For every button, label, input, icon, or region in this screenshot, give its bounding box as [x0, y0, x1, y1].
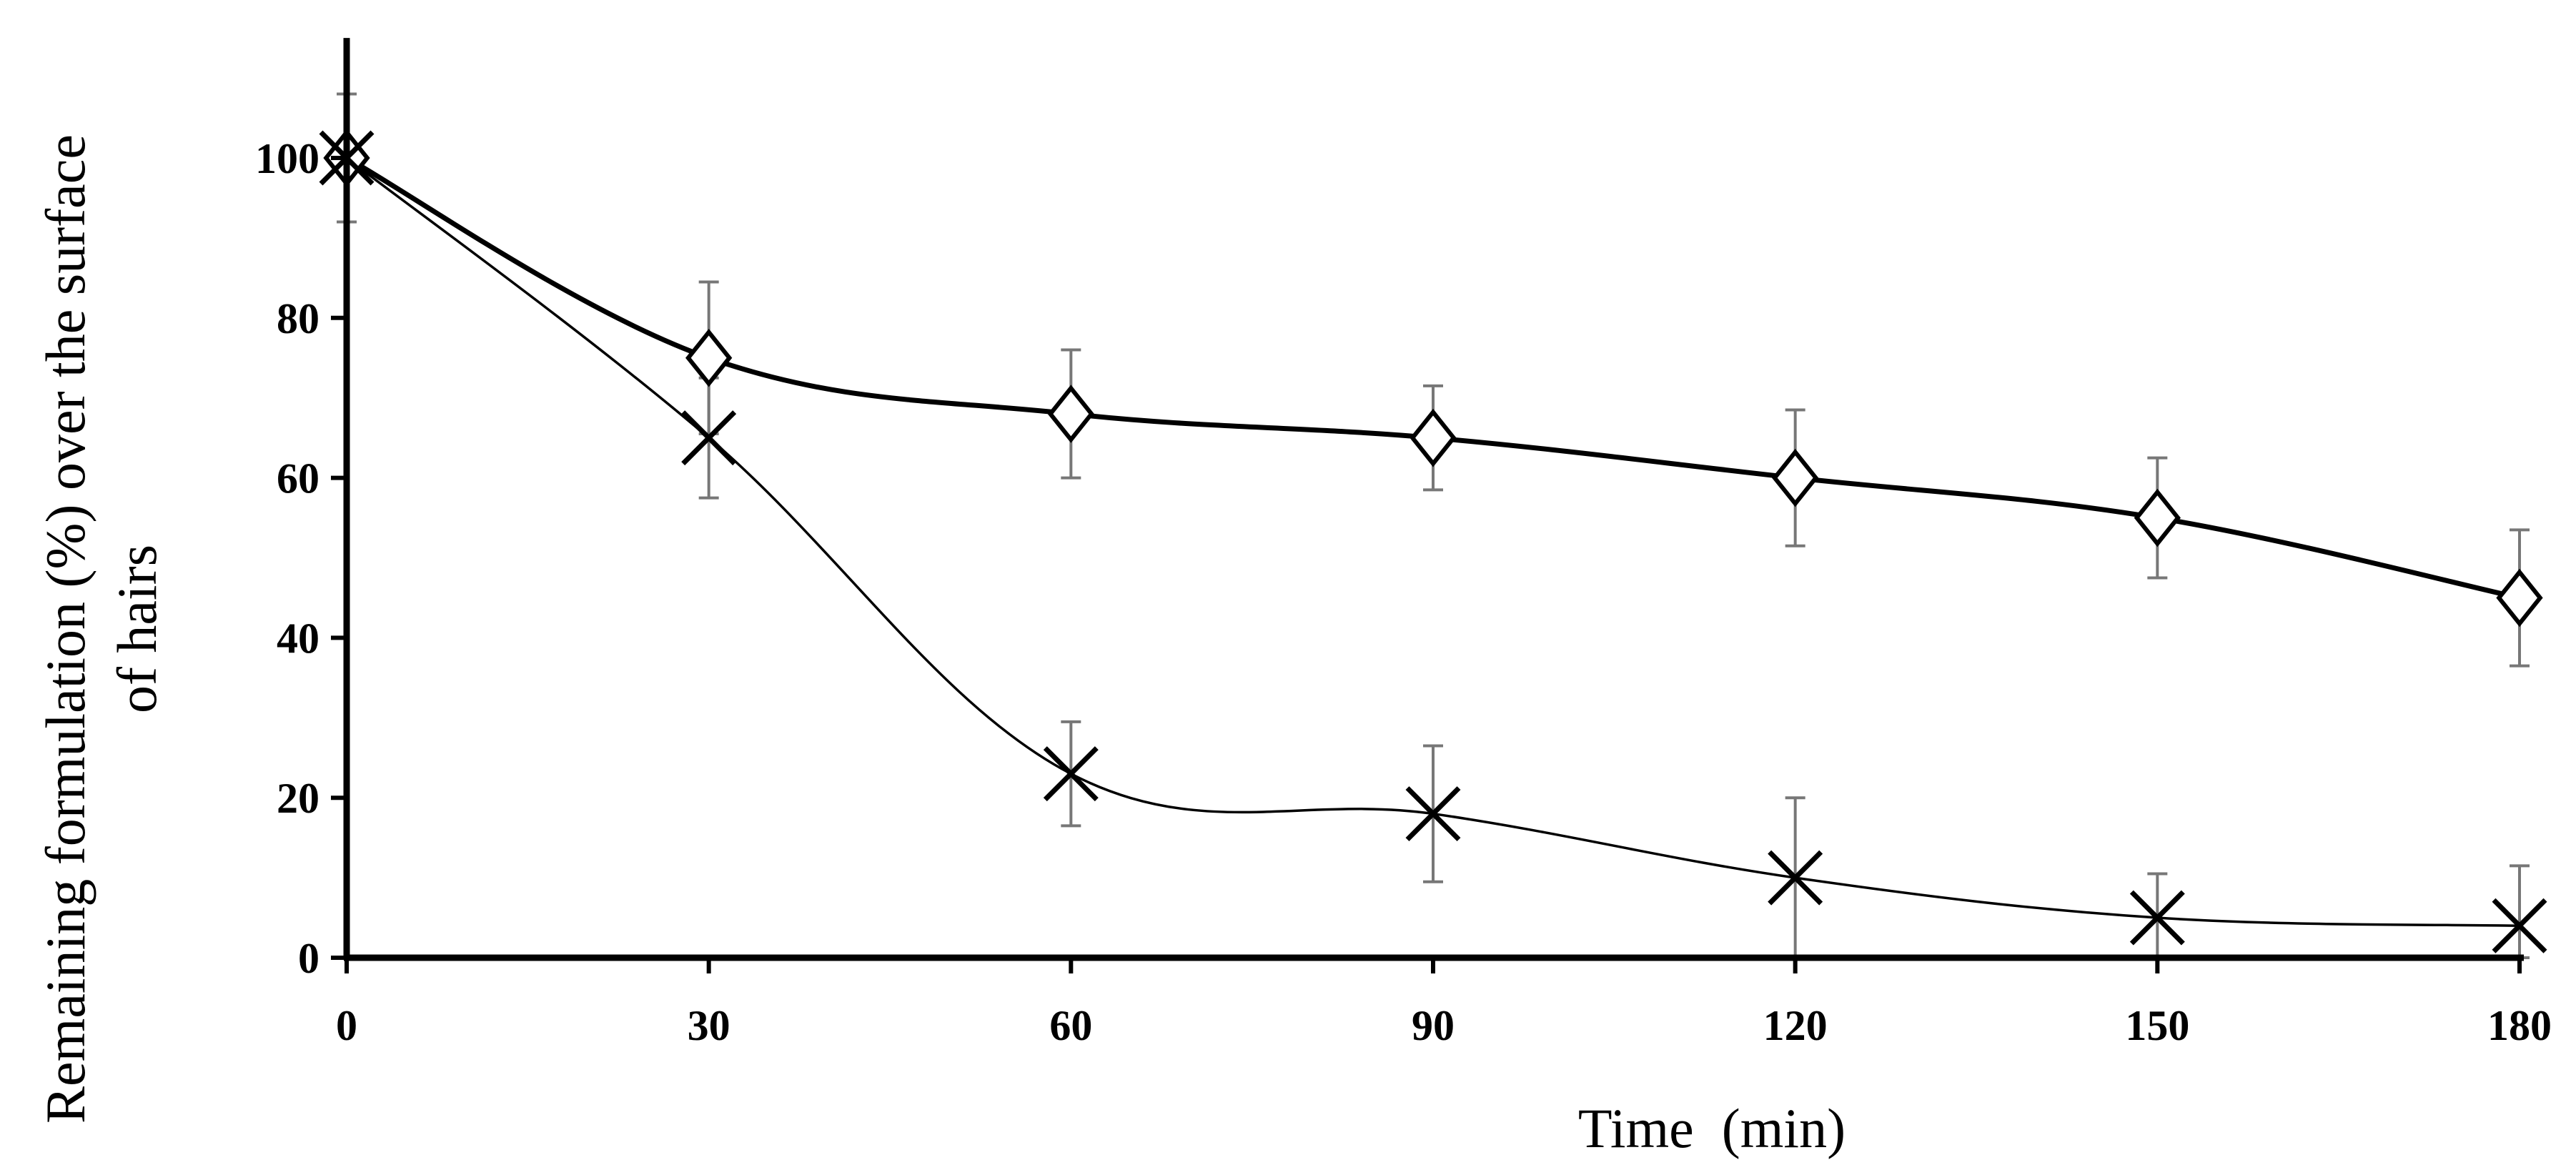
- tick-labels: 0 20 40 60 80 100 0 30 60 90 120 150 180: [255, 135, 2552, 1049]
- error-bar: [2510, 864, 2530, 959]
- cross-marker-stroke: [681, 410, 737, 466]
- cross-marker: [2492, 898, 2547, 953]
- y-axis-title: Remaining formulation (%) over the surfa…: [34, 134, 168, 1124]
- x-tick-label: 180: [2487, 1002, 2552, 1049]
- cross-marker: [1043, 746, 1099, 802]
- y-tick-label: 40: [277, 615, 319, 662]
- cross-marker: [681, 410, 737, 466]
- x-tick-label: 0: [336, 1002, 357, 1049]
- cross-marker-stroke: [2492, 898, 2547, 953]
- cross-marker: [2129, 890, 2185, 946]
- y-axis-title-line-2: of hairs: [106, 545, 168, 713]
- x-tick-label: 90: [1412, 1002, 1455, 1049]
- cross-marker: [1405, 786, 1461, 842]
- cross-marker-stroke: [1043, 746, 1099, 802]
- cross-marker-stroke: [1405, 786, 1461, 842]
- cross-marker: [1768, 850, 1823, 906]
- axes: [331, 38, 2524, 973]
- diamond-marker: [1410, 408, 1457, 467]
- y-tick-label: 60: [277, 455, 319, 502]
- x-tick-label: 60: [1049, 1002, 1092, 1049]
- x-tick-label: 150: [2125, 1002, 2189, 1049]
- series-markers: [319, 129, 2547, 953]
- cross-marker-stroke: [1768, 850, 1823, 906]
- x-axis-title: Time (min): [1578, 1097, 1846, 1159]
- diamond-marker: [2134, 488, 2181, 547]
- diamond-marker: [685, 328, 733, 387]
- y-tick-label: 100: [255, 135, 319, 182]
- diamond-series-line: [345, 155, 2520, 600]
- diamond-marker: [1772, 448, 1819, 507]
- y-tick-label: 80: [277, 295, 319, 342]
- x-tick-label: 30: [688, 1002, 730, 1049]
- diamond-marker: [2496, 568, 2543, 628]
- y-tick-label: 0: [298, 935, 319, 982]
- y-tick-label: 20: [277, 775, 319, 822]
- x-tick-label: 120: [1763, 1002, 1828, 1049]
- y-axis-title-line-1: Remaining formulation (%) over the surfa…: [34, 134, 96, 1124]
- diamond-marker: [1047, 385, 1094, 443]
- cross-marker-stroke: [2129, 890, 2185, 946]
